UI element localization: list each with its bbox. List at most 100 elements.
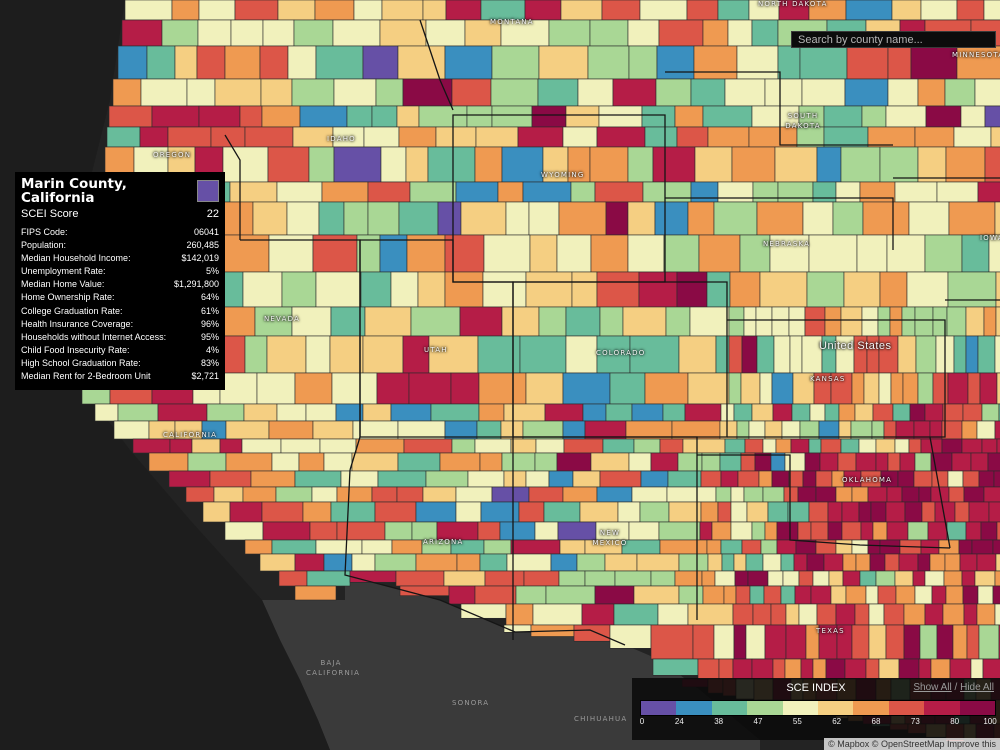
county-shape[interactable] <box>914 452 932 472</box>
county-shape[interactable] <box>748 420 766 440</box>
county-shape[interactable] <box>455 486 493 503</box>
county-shape[interactable] <box>113 420 150 440</box>
county-shape[interactable] <box>962 403 983 422</box>
county-shape[interactable] <box>737 470 760 488</box>
county-shape[interactable] <box>225 420 270 440</box>
county-shape[interactable] <box>94 403 119 422</box>
county-shape[interactable] <box>887 78 919 107</box>
county-shape[interactable] <box>276 403 307 422</box>
county-shape[interactable] <box>871 420 885 440</box>
hide-all-link[interactable]: Hide All <box>960 682 994 693</box>
county-shape[interactable] <box>787 501 810 523</box>
county-shape[interactable] <box>531 105 567 128</box>
county-shape[interactable] <box>772 658 786 680</box>
county-shape[interactable] <box>929 553 946 572</box>
county-shape[interactable] <box>767 570 784 587</box>
county-shape[interactable] <box>459 306 503 337</box>
county-shape[interactable] <box>650 624 694 660</box>
county-shape[interactable] <box>831 470 845 488</box>
county-shape[interactable] <box>961 438 983 454</box>
county-shape[interactable] <box>658 521 701 541</box>
county-shape[interactable] <box>644 126 678 148</box>
county-shape[interactable] <box>745 624 766 660</box>
county-shape[interactable] <box>769 234 810 273</box>
county-shape[interactable] <box>828 570 844 587</box>
county-shape[interactable] <box>627 234 665 273</box>
county-shape[interactable] <box>815 486 837 503</box>
county-shape[interactable] <box>929 420 943 440</box>
county-shape[interactable] <box>960 105 986 128</box>
county-shape[interactable] <box>590 452 630 472</box>
legend-color-bin[interactable] <box>818 701 854 715</box>
county-shape[interactable] <box>570 181 596 203</box>
county-shape[interactable] <box>812 658 827 680</box>
county-shape[interactable] <box>642 181 692 203</box>
county-shape[interactable] <box>558 570 586 587</box>
county-shape[interactable] <box>953 335 967 374</box>
county-shape[interactable] <box>887 452 901 472</box>
county-shape[interactable] <box>717 501 732 523</box>
county-shape[interactable] <box>976 553 997 572</box>
county-shape[interactable] <box>534 521 559 541</box>
county-shape[interactable] <box>931 470 949 488</box>
county-shape[interactable] <box>719 420 738 440</box>
county-shape[interactable] <box>148 452 189 472</box>
county-shape[interactable] <box>187 452 227 472</box>
county-shape[interactable] <box>885 624 905 660</box>
county-shape[interactable] <box>809 403 826 422</box>
county-shape[interactable] <box>367 201 400 236</box>
county-shape[interactable] <box>965 335 979 374</box>
county-shape[interactable] <box>797 521 812 541</box>
legend-color-bar[interactable] <box>640 700 996 716</box>
county-shape[interactable] <box>281 271 317 308</box>
county-shape[interactable] <box>644 372 689 405</box>
county-shape[interactable] <box>970 452 989 472</box>
county-shape[interactable] <box>443 570 486 587</box>
county-shape[interactable] <box>942 403 964 422</box>
county-shape[interactable] <box>984 105 1000 128</box>
county-shape[interactable] <box>771 306 790 337</box>
county-shape[interactable] <box>840 306 863 337</box>
county-shape[interactable] <box>518 501 545 523</box>
county-shape[interactable] <box>974 78 1000 107</box>
county-shape[interactable] <box>952 624 968 660</box>
county-shape[interactable] <box>336 486 373 503</box>
county-shape[interactable] <box>819 452 839 472</box>
county-shape[interactable] <box>242 271 283 308</box>
county-shape[interactable] <box>884 553 900 572</box>
county-shape[interactable] <box>286 201 320 236</box>
county-shape[interactable] <box>756 335 775 374</box>
county-shape[interactable] <box>759 271 808 308</box>
county-shape[interactable] <box>500 420 524 440</box>
county-shape[interactable] <box>706 539 722 555</box>
county-shape[interactable] <box>978 624 1000 660</box>
county-shape[interactable] <box>375 78 404 107</box>
county-shape[interactable] <box>913 470 933 488</box>
county-shape[interactable] <box>229 501 263 523</box>
county-shape[interactable] <box>230 19 264 47</box>
county-shape[interactable] <box>772 403 793 422</box>
county-shape[interactable] <box>945 585 964 605</box>
county-shape[interactable] <box>711 521 732 541</box>
county-shape[interactable] <box>979 372 998 405</box>
county-shape[interactable] <box>422 0 447 21</box>
county-shape[interactable] <box>402 335 430 374</box>
county-shape[interactable] <box>853 335 868 374</box>
county-shape[interactable] <box>528 201 560 236</box>
county-shape[interactable] <box>700 470 722 488</box>
county-shape[interactable] <box>319 438 357 454</box>
county-shape[interactable] <box>845 0 893 21</box>
county-shape[interactable] <box>844 658 867 680</box>
county-shape[interactable] <box>751 658 774 680</box>
county-shape[interactable] <box>362 403 392 422</box>
county-shape[interactable] <box>148 420 176 440</box>
county-shape[interactable] <box>191 438 221 454</box>
county-shape[interactable] <box>885 105 927 128</box>
county-shape[interactable] <box>411 521 438 541</box>
county-shape[interactable] <box>732 658 753 680</box>
county-shape[interactable] <box>379 19 427 47</box>
county-shape[interactable] <box>587 45 630 80</box>
county-shape[interactable] <box>525 271 573 308</box>
county-shape[interactable] <box>783 486 799 503</box>
county-shape[interactable] <box>391 539 423 555</box>
